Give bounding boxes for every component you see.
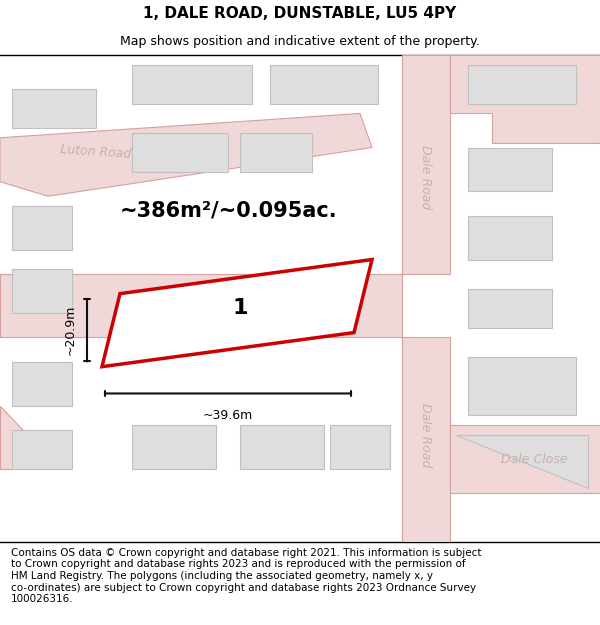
Polygon shape <box>402 55 450 274</box>
Bar <box>468 148 552 191</box>
Text: Luton Road: Luton Road <box>60 144 132 161</box>
Polygon shape <box>0 114 372 196</box>
Bar <box>468 216 552 259</box>
Polygon shape <box>450 425 600 493</box>
Polygon shape <box>456 435 588 488</box>
Polygon shape <box>102 259 372 367</box>
Bar <box>12 89 96 128</box>
Text: ~20.9m: ~20.9m <box>64 305 77 356</box>
Text: ~386m²/~0.095ac.: ~386m²/~0.095ac. <box>120 201 338 221</box>
Bar <box>240 425 324 469</box>
Bar <box>12 362 72 406</box>
Bar <box>468 289 552 328</box>
Bar <box>468 357 576 416</box>
Bar <box>12 269 72 313</box>
Text: Contains OS data © Crown copyright and database right 2021. This information is : Contains OS data © Crown copyright and d… <box>11 548 481 604</box>
Bar <box>132 133 228 172</box>
Bar <box>330 425 390 469</box>
Bar <box>468 65 576 104</box>
Text: ~39.6m: ~39.6m <box>203 409 253 422</box>
Text: Dale Road: Dale Road <box>419 402 433 467</box>
Polygon shape <box>0 274 402 338</box>
Text: 1, DALE ROAD, DUNSTABLE, LU5 4PY: 1, DALE ROAD, DUNSTABLE, LU5 4PY <box>143 6 457 21</box>
Polygon shape <box>402 338 450 542</box>
Text: 1: 1 <box>232 298 248 318</box>
Bar <box>132 425 216 469</box>
Polygon shape <box>450 55 600 142</box>
Bar <box>240 133 312 172</box>
Bar <box>132 65 252 104</box>
Bar <box>12 430 72 469</box>
Text: Map shows position and indicative extent of the property.: Map shows position and indicative extent… <box>120 35 480 48</box>
Polygon shape <box>0 406 60 469</box>
Bar <box>12 206 72 250</box>
Text: Dale Close: Dale Close <box>500 452 568 466</box>
Bar <box>270 65 378 104</box>
Text: Dale Road: Dale Road <box>419 144 433 209</box>
